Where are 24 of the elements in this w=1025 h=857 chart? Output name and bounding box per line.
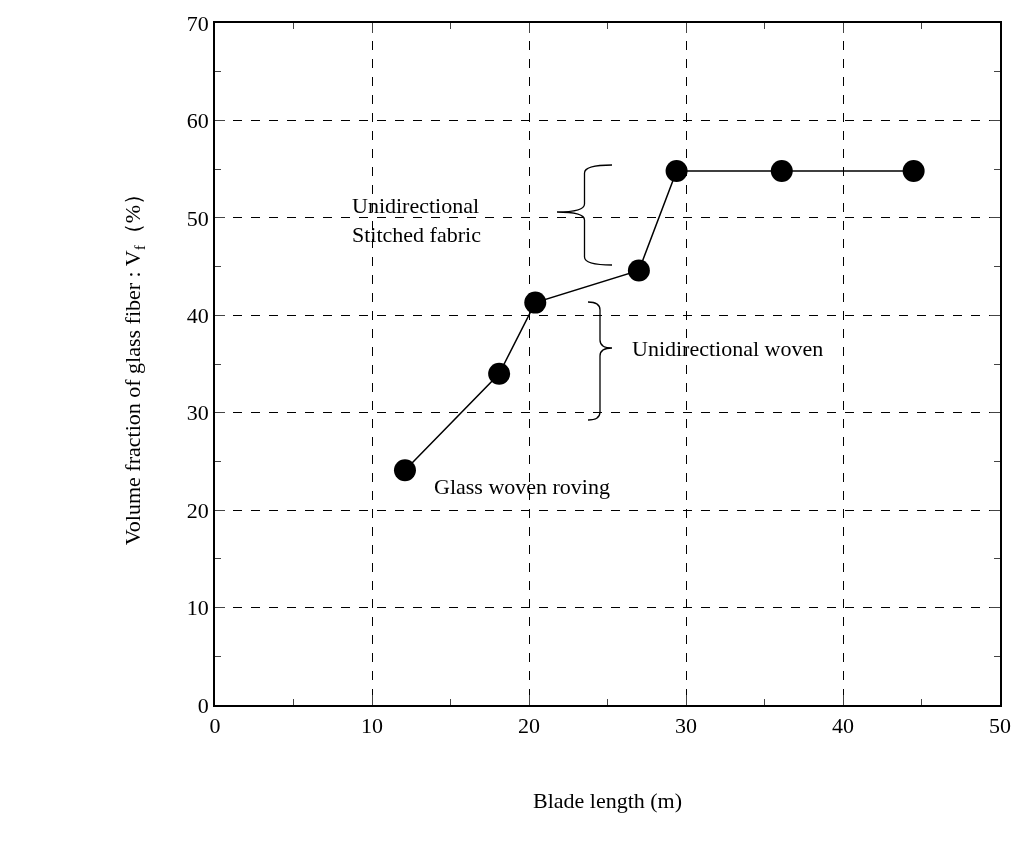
x-tick-label: 40: [832, 713, 854, 739]
y-tick-label: 50: [186, 205, 209, 231]
annotation: Unidirectional Stitched fabric: [352, 193, 482, 247]
annotation: Glass woven roving: [434, 474, 610, 499]
x-tick-label: 50: [989, 713, 1011, 739]
point: [665, 160, 688, 183]
point: [627, 259, 650, 282]
y-tick-label: 10: [186, 595, 209, 621]
x-axis-title: Blade length (m): [532, 787, 683, 813]
y-tick-label: 0: [197, 692, 209, 718]
point: [902, 160, 925, 183]
y-tick-label: 40: [186, 302, 209, 328]
y-tick-label: 20: [186, 497, 209, 523]
point: [393, 459, 416, 482]
x-tick-label: 10: [361, 713, 383, 739]
x-tick-label: 20: [518, 713, 540, 739]
point: [524, 291, 547, 314]
y-tick-label: 60: [186, 108, 209, 134]
x-tick-label: 30: [675, 713, 697, 739]
point: [770, 160, 793, 183]
y-tick-label: 30: [186, 400, 209, 426]
point: [488, 362, 511, 385]
y-tick-label: 70: [186, 10, 209, 36]
annotation: Unidirectional woven: [632, 336, 824, 361]
